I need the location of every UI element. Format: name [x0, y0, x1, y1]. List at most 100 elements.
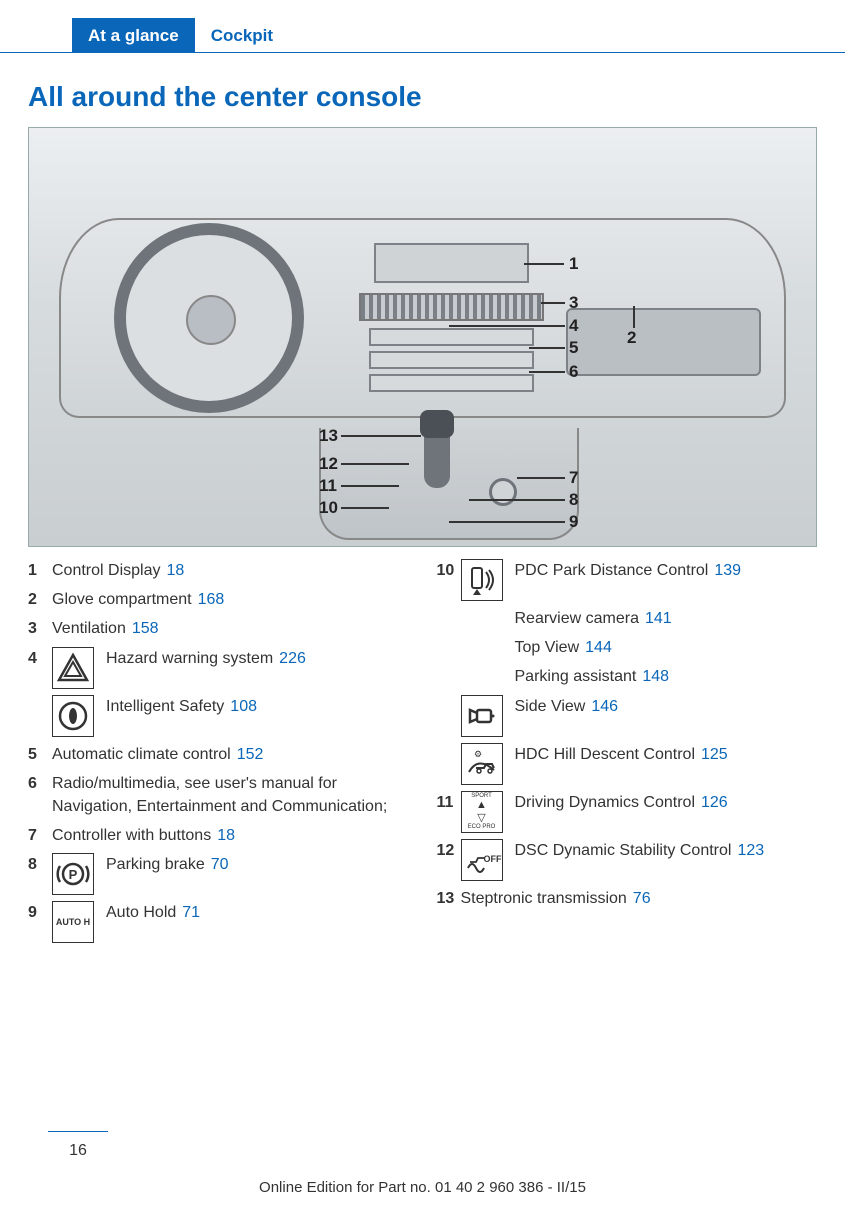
index-entry: 4 Hazard warning system226 — [28, 647, 409, 689]
index-subentry: Rearview camera141 — [437, 607, 818, 630]
entry-number: 5 — [28, 743, 52, 766]
index-entry: ⚙ HDC Hill Descent Control125 — [437, 743, 818, 785]
callout-11: 11 — [319, 476, 337, 496]
entry-text: Intelligent Safety108 — [106, 695, 409, 718]
callout-2: 2 — [627, 328, 636, 348]
page-ref[interactable]: 168 — [198, 591, 225, 608]
entry-text: Controller with buttons18 — [52, 824, 409, 847]
page-ref[interactable]: 71 — [182, 904, 200, 921]
entry-number: 11 — [437, 791, 461, 814]
svg-text:⚙: ⚙ — [474, 749, 482, 759]
index-entry: 10PDC Park Distance Control139 — [437, 559, 818, 601]
hdc-icon: ⚙ — [461, 743, 503, 785]
entry-number: 13 — [437, 887, 461, 910]
tab-cockpit[interactable]: Cockpit — [195, 18, 289, 52]
entry-text: Parking brake70 — [106, 853, 409, 876]
callout-8: 8 — [569, 490, 578, 510]
index-columns: 1Control Display182Glove compartment1683… — [0, 559, 845, 949]
page-ref[interactable]: 226 — [279, 650, 306, 667]
spacer — [0, 18, 72, 52]
page-ref[interactable]: 146 — [591, 698, 618, 715]
index-entry: 13Steptronic transmission76 — [437, 887, 818, 910]
entry-text: Radio/multimedia, see user's manual for … — [52, 772, 409, 818]
index-subentry: Parking assistant148 — [437, 665, 818, 688]
page-ref[interactable]: 126 — [701, 794, 728, 811]
index-entry: Side View146 — [437, 695, 818, 737]
entry-text: Steptronic transmission76 — [461, 887, 818, 910]
page-number: 16 — [48, 1131, 108, 1160]
entry-number: 7 — [28, 824, 52, 847]
page-ref[interactable]: 125 — [701, 746, 728, 763]
index-entry: 5Automatic climate control152 — [28, 743, 409, 766]
entry-number: 8 — [28, 853, 52, 876]
entry-text: Glove compartment168 — [52, 588, 409, 611]
callout-12: 12 — [319, 454, 338, 474]
callout-6: 6 — [569, 362, 578, 382]
entry-number: 9 — [28, 901, 52, 924]
entry-text: DSC Dynamic Stability Control123 — [515, 839, 818, 862]
entry-text: Auto Hold71 — [106, 901, 409, 924]
page-ref[interactable]: 70 — [211, 856, 229, 873]
entry-text: Driving Dynamics Control126 — [515, 791, 818, 814]
entry-text: Ventilation158 — [52, 617, 409, 640]
index-entry: 3Ventilation158 — [28, 617, 409, 640]
callout-10: 10 — [319, 498, 338, 518]
entry-text: Control Display18 — [52, 559, 409, 582]
callout-1: 1 — [569, 254, 578, 274]
index-entry: 12OFF DSC Dynamic Stability Control123 — [437, 839, 818, 881]
isafety-icon — [52, 695, 94, 737]
footer-text: Online Edition for Part no. 01 40 2 960 … — [0, 1179, 845, 1196]
page-ref[interactable]: 144 — [585, 639, 612, 656]
page-ref[interactable]: 108 — [230, 698, 257, 715]
ddc-icon: SPORT▲▽ECO PRO — [461, 791, 503, 833]
callout-13: 13 — [319, 426, 338, 446]
callout-7: 7 — [569, 468, 578, 488]
index-subentry: Top View144 — [437, 636, 818, 659]
page-ref[interactable]: 158 — [132, 620, 159, 637]
callout-9: 9 — [569, 512, 578, 532]
entry-text: Automatic climate control152 — [52, 743, 409, 766]
callout-4: 4 — [569, 316, 578, 336]
page-title: All around the center console — [28, 81, 845, 113]
index-entry: Intelligent Safety108 — [52, 695, 409, 737]
page-ref[interactable]: 18 — [217, 827, 235, 844]
entry-text: Parking assistant148 — [515, 665, 818, 688]
page-ref[interactable]: 139 — [714, 562, 741, 579]
pbrake-icon: P — [52, 853, 94, 895]
index-entry: 7Controller with buttons18 — [28, 824, 409, 847]
index-entry: 1Control Display18 — [28, 559, 409, 582]
index-entry: 6Radio/multimedia, see user's manual for… — [28, 772, 409, 818]
index-entry: 11SPORT▲▽ECO PRO Driving Dynamics Control… — [437, 791, 818, 833]
svg-text:P: P — [69, 867, 78, 882]
tab-bar: At a glance Cockpit — [0, 18, 845, 53]
entry-text: HDC Hill Descent Control125 — [515, 743, 818, 766]
page-ref[interactable]: 148 — [642, 668, 669, 685]
entry-text: Hazard warning system226 — [106, 647, 409, 670]
page-ref[interactable]: 18 — [166, 562, 184, 579]
entry-text: Rearview camera141 — [515, 607, 818, 630]
dsc-icon: OFF — [461, 839, 503, 881]
index-entry: 9AUTO H Auto Hold71 — [28, 901, 409, 943]
entry-number: 1 — [28, 559, 52, 582]
entry-number: 12 — [437, 839, 461, 862]
page-ref[interactable]: 76 — [633, 890, 651, 907]
left-column: 1Control Display182Glove compartment1683… — [28, 559, 409, 949]
tab-at-a-glance[interactable]: At a glance — [72, 18, 195, 52]
index-entry: 2Glove compartment168 — [28, 588, 409, 611]
page-ref[interactable]: 123 — [737, 842, 764, 859]
center-console-diagram: 1 2 3 4 5 6 7 8 9 10 11 12 13 — [28, 127, 817, 547]
page-ref[interactable]: 141 — [645, 610, 672, 627]
index-entry: 8 P Parking brake70 — [28, 853, 409, 895]
entry-number: 3 — [28, 617, 52, 640]
entry-text: Top View144 — [515, 636, 818, 659]
entry-number: 2 — [28, 588, 52, 611]
right-column: 10PDC Park Distance Control139 Rearview c… — [437, 559, 818, 949]
autoh-icon: AUTO H — [52, 901, 94, 943]
page-ref[interactable]: 152 — [237, 746, 264, 763]
entry-number: 4 — [28, 647, 52, 670]
pdc-icon — [461, 559, 503, 601]
callout-3: 3 — [569, 293, 578, 313]
sideview-icon — [461, 695, 503, 737]
hazard-icon — [52, 647, 94, 689]
entry-number: 6 — [28, 772, 52, 795]
